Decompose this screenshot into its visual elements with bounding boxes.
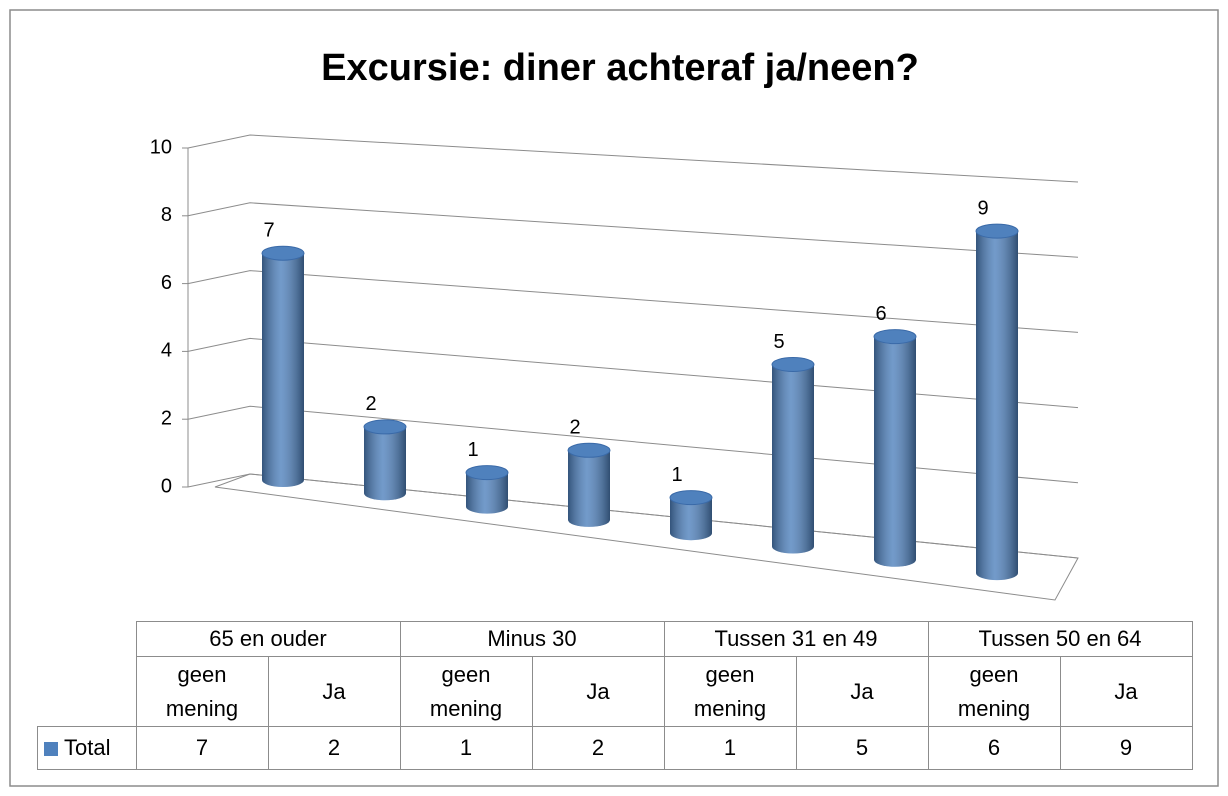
category-label: Ja [1059,656,1193,727]
legend-cell: Total [37,726,137,770]
bar [669,490,713,541]
group-row: 65 en ouder Minus 30 Tussen 31 en 49 Tussen… [37,621,1193,727]
bar [261,245,305,487]
bar-top [363,419,407,435]
category-row: geen mening Ja geen mening Ja geen mening Ja g… [38,656,1193,727]
data-label: 5 [773,331,784,353]
y-tick-label: 2 [161,407,172,429]
frame [9,9,1219,787]
data-label: 7 [263,219,274,241]
category-label: geen mening [399,656,533,727]
category-label: geen mening [135,656,269,727]
table-value: 9 [1059,726,1193,770]
bar-top [975,223,1019,239]
bar-top [669,490,713,506]
bar-shade [364,426,406,501]
category-label: Ja [267,656,401,727]
bar-top [873,329,917,345]
bar [465,465,509,514]
legend-label: Total [64,735,111,760]
bar-shade [568,450,610,527]
bar [975,223,1019,581]
bar-shade [670,497,712,541]
grid-line [187,202,1079,258]
group-label: Tussen 50 en 64 [927,621,1193,657]
data-label: 6 [875,303,886,325]
y-tick-label: 0 [161,475,172,497]
bar-shade [772,364,814,554]
bar-shade [976,231,1018,581]
grid-line [187,337,1079,409]
y-tick-label: 4 [161,340,172,362]
bar-shade [262,253,304,487]
data-table: 65 en ouder Minus 30 Tussen 31 en 49 Tussen… [37,621,1193,770]
data-label: 1 [467,439,478,461]
bar [363,419,407,501]
data-label: 2 [569,417,580,439]
category-label: Ja [795,656,929,727]
grid-line [187,270,1079,333]
y-tick-label: 8 [161,204,172,226]
floor [214,473,1079,601]
table-value: 5 [795,726,929,770]
table-value: 6 [927,726,1061,770]
category-label: geen mening [927,656,1061,727]
grid-line [187,473,1079,559]
value-row: Total 7 2 1 2 1 5 6 9 [37,726,1193,770]
y-tick-label: 10 [150,136,172,158]
table-value: 1 [663,726,797,770]
bar-top [465,465,509,481]
data-label: 9 [977,197,988,219]
legend-key [44,742,58,757]
table-value: 2 [267,726,401,770]
bar-shade [874,336,916,567]
bar [771,357,815,554]
bar-shade [466,472,508,514]
bar [567,442,611,527]
group-label: 65 en ouder [135,621,401,657]
category-label: Ja [531,656,665,727]
bar-top [567,442,611,458]
grid-line [187,134,1079,183]
group-label: Minus 30 [399,621,665,657]
table-value: 2 [531,726,665,770]
bar [873,329,917,567]
category-label: geen mening [663,656,797,727]
bar-top [771,357,815,372]
data-label: 1 [671,464,682,486]
table-value: 1 [399,726,533,770]
bar-top [261,245,305,261]
table-value: 7 [135,726,269,770]
chart-title: Excursie: diner achteraf ja/neen? [321,47,919,89]
blank [37,621,137,727]
grid-line [187,405,1079,484]
y-tick-label: 6 [161,272,172,294]
group-label: Tussen 31 en 49 [663,621,929,657]
data-label: 2 [365,393,376,415]
